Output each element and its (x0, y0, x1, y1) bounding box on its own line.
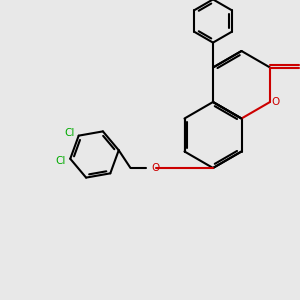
Text: Cl: Cl (56, 156, 66, 166)
Text: Cl: Cl (64, 128, 74, 138)
Text: O: O (271, 97, 280, 107)
Text: O: O (152, 163, 160, 173)
